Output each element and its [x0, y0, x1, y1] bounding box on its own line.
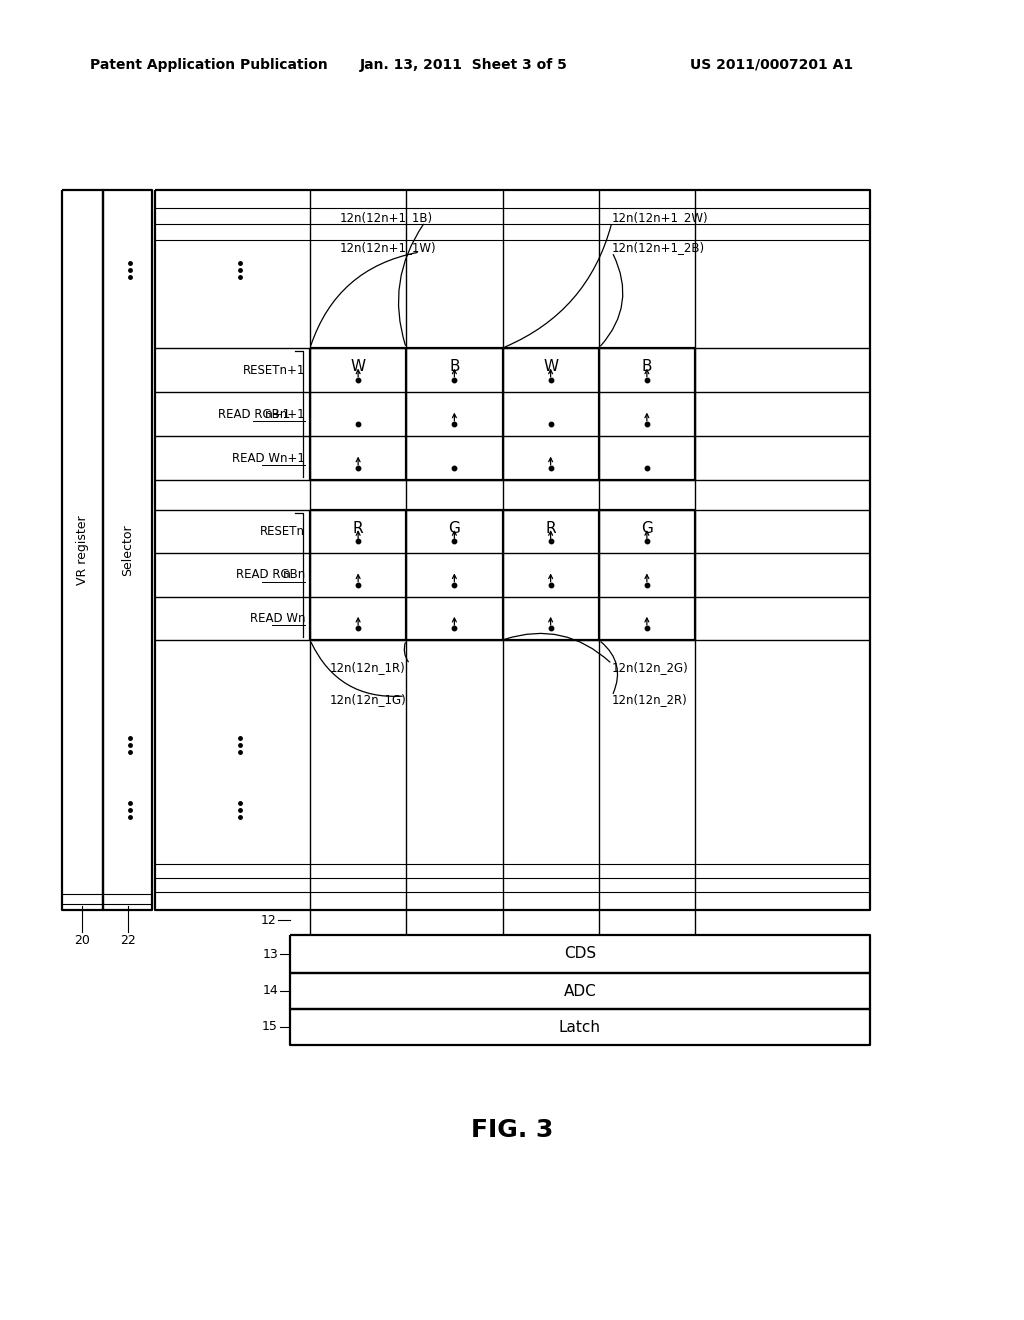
Text: B: B	[450, 359, 460, 374]
Text: G: G	[449, 520, 461, 536]
Text: Patent Application Publication: Patent Application Publication	[90, 58, 328, 73]
Text: US 2011/0007201 A1: US 2011/0007201 A1	[690, 58, 853, 73]
Text: W: W	[350, 359, 366, 374]
Text: Jan. 13, 2011  Sheet 3 of 5: Jan. 13, 2011 Sheet 3 of 5	[360, 58, 568, 73]
Text: R: R	[353, 520, 364, 536]
Text: READ Wn: READ Wn	[250, 612, 305, 624]
Text: RESETn+1: RESETn+1	[243, 363, 305, 376]
Text: READ RGBn+1: READ RGBn+1	[218, 408, 305, 421]
Text: 12n(12n_2R): 12n(12n_2R)	[612, 693, 688, 706]
Text: n+1: n+1	[264, 408, 291, 421]
Text: 15: 15	[262, 1020, 278, 1034]
Text: VR register: VR register	[76, 515, 89, 585]
Text: 14: 14	[262, 985, 278, 998]
Text: Selector: Selector	[121, 524, 134, 576]
Text: CDS: CDS	[564, 946, 596, 961]
Text: 12n(12n_1G): 12n(12n_1G)	[330, 693, 407, 706]
Text: 12n(12n_1R): 12n(12n_1R)	[330, 661, 406, 675]
Text: W: W	[543, 359, 558, 374]
Text: n: n	[283, 569, 291, 582]
Text: 12n(12n+1_2W): 12n(12n+1_2W)	[612, 211, 709, 224]
Text: 12n(12n_2G): 12n(12n_2G)	[612, 661, 689, 675]
Text: ADC: ADC	[563, 983, 596, 998]
Text: READ Wn+1: READ Wn+1	[232, 451, 305, 465]
Text: FIG. 3: FIG. 3	[471, 1118, 553, 1142]
Text: B: B	[642, 359, 652, 374]
Text: 12n(12n+1_1W): 12n(12n+1_1W)	[340, 242, 436, 255]
Text: G: G	[641, 520, 653, 536]
Text: 12: 12	[260, 913, 276, 927]
Text: 22: 22	[120, 933, 136, 946]
Text: Latch: Latch	[559, 1019, 601, 1035]
Text: 12n(12n+1_1B): 12n(12n+1_1B)	[340, 211, 433, 224]
Text: 12n(12n+1_2B): 12n(12n+1_2B)	[612, 242, 706, 255]
Text: R: R	[546, 520, 556, 536]
Text: 20: 20	[74, 933, 90, 946]
Text: 13: 13	[262, 948, 278, 961]
Text: READ RGBn: READ RGBn	[236, 569, 305, 582]
Text: RESETn: RESETn	[260, 525, 305, 539]
